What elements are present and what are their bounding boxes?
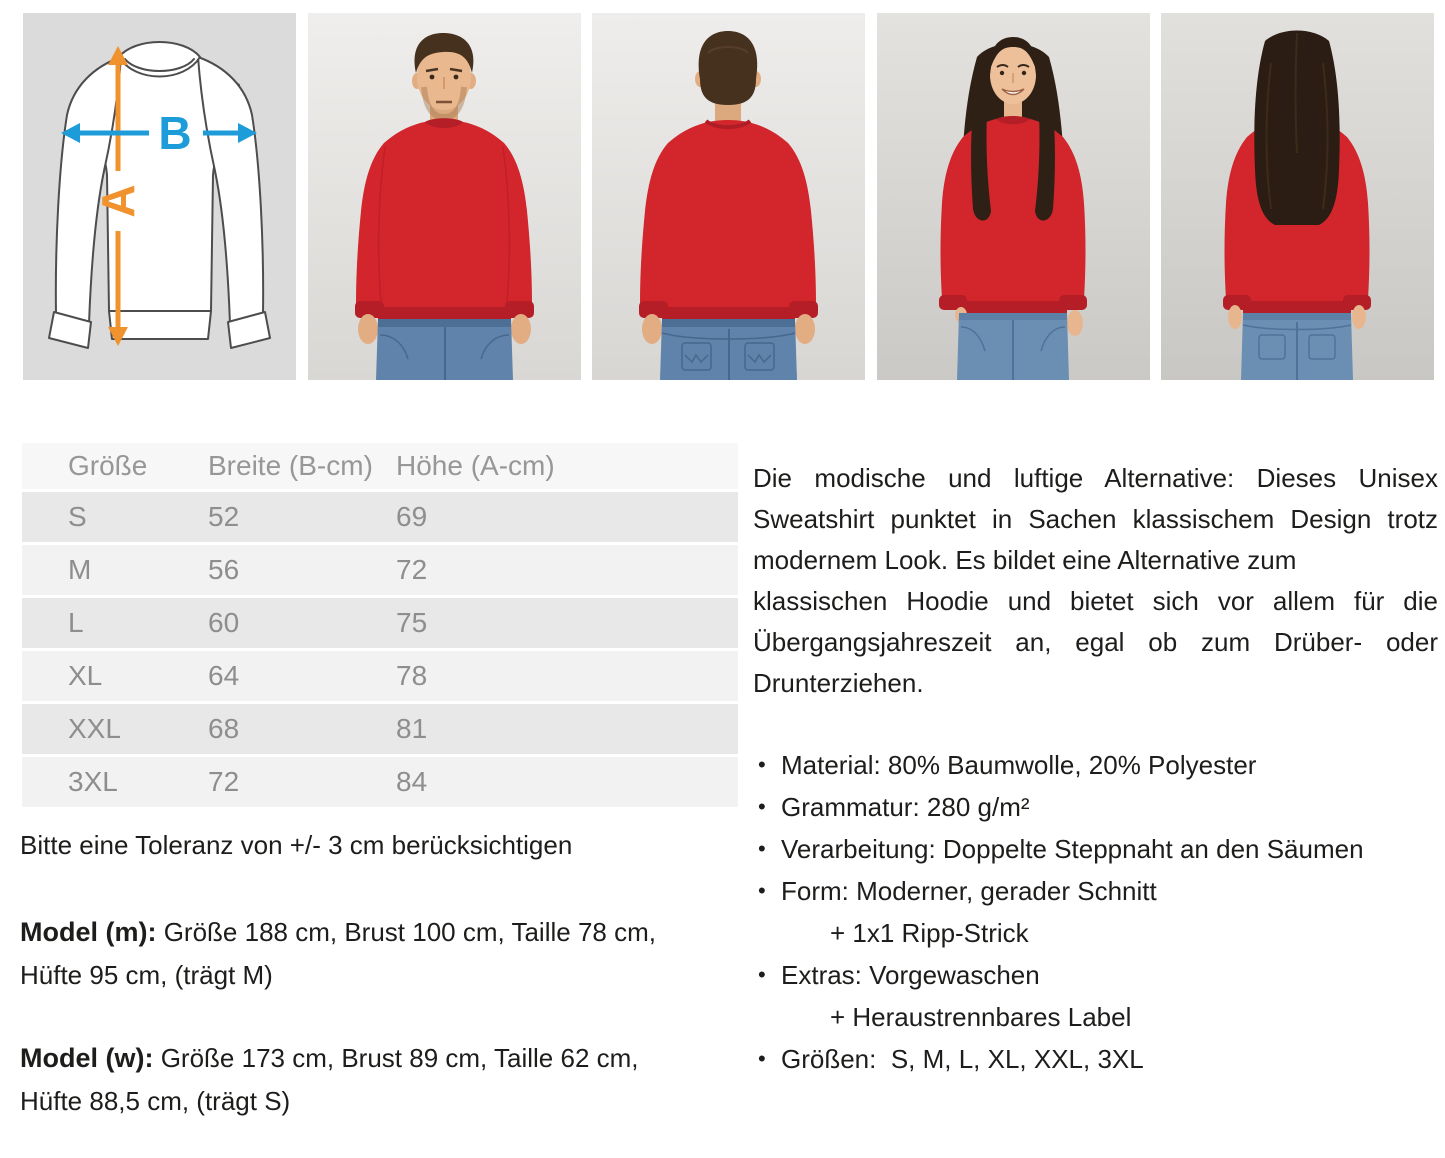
jeans-back [660, 319, 797, 380]
description-line: Drunterziehen. [753, 668, 924, 698]
table-row: XXL 68 81 [22, 704, 738, 754]
diagram-label-b: B [158, 107, 191, 159]
description-line: Die modische und luftige Alternative: Di… [753, 463, 1438, 493]
feature-item-grammatur: • Grammatur: 280 g/m² [753, 786, 1438, 828]
bullet-icon: • [758, 836, 766, 861]
woman-back-illustration [1161, 13, 1434, 380]
feature-item-form-cont: + 1x1 Ripp-Strick [830, 918, 1029, 948]
size-table-header-row: Größe Breite (B-cm) Höhe (A-cm) [22, 443, 738, 489]
feature-item-extras-cont: + Heraustrennbares Label [830, 1002, 1132, 1032]
size-info-column: Größe Breite (B-cm) Höhe (A-cm) S 52 69 … [20, 440, 738, 1123]
description-column: Die modische und luftige Alternative: Di… [753, 440, 1438, 1123]
bullet-icon: • [758, 1046, 766, 1071]
col-header-width: Breite (B-cm) [207, 443, 395, 489]
width-arrow-b-icon: B [61, 107, 257, 159]
feature-list: • Material: 80% Baumwolle, 20% Polyester … [753, 744, 1438, 1080]
description-line: klassischen Hoodie und bietet sich vor a… [753, 586, 1438, 616]
jeans-front [375, 319, 513, 380]
man-back-illustration [592, 13, 865, 380]
jeans-back [1241, 313, 1353, 380]
product-image-strip: A B [23, 13, 1434, 380]
feature-item-verarbeitung: • Verarbeitung: Doppelte Steppnaht an den… [753, 828, 1438, 870]
col-header-height: Höhe (A-cm) [395, 443, 738, 489]
table-row: XL 64 78 [22, 651, 738, 701]
photo-man-front[interactable] [307, 13, 581, 380]
photo-woman-front[interactable] [876, 13, 1150, 380]
description-line: Übergangsjahreszeit an, egal ob zum Drüb… [753, 627, 1438, 657]
diagram-label-a: A [92, 184, 144, 217]
bullet-icon: • [758, 794, 766, 819]
feature-item-groessen: • Größen: S, M, L, XL, XXL, 3XL [753, 1038, 1438, 1080]
photo-woman-back[interactable] [1161, 13, 1434, 380]
sweatshirt-outline-diagram: A B [23, 13, 296, 380]
model-m-note: Model (m): Größe 188 cm, Brust 100 cm, T… [20, 917, 656, 990]
size-table: Größe Breite (B-cm) Höhe (A-cm) S 52 69 … [22, 440, 738, 810]
model-m-label: Model (m): [20, 917, 157, 947]
description-line: Sweatshirt punktet in Sachen klassischem… [753, 504, 1438, 534]
table-row: L 60 75 [22, 598, 738, 648]
feature-item-form: • Form: Moderner, gerader Schnitt [753, 870, 1438, 912]
sweatshirt-front [938, 116, 1087, 314]
product-details: Größe Breite (B-cm) Höhe (A-cm) S 52 69 … [0, 440, 1445, 1123]
table-row: S 52 69 [22, 492, 738, 542]
sweatshirt-back [639, 119, 818, 321]
description-line: modernem Look. Es bildet eine Alternativ… [753, 545, 1297, 575]
bullet-icon: • [758, 962, 766, 987]
feature-item-material: • Material: 80% Baumwolle, 20% Polyester [753, 744, 1438, 786]
height-arrow-a-icon: A [92, 46, 144, 346]
tolerance-note: Bitte eine Toleranz von +/- 3 cm berücks… [20, 830, 573, 860]
model-w-note: Model (w): Größe 173 cm, Brust 89 cm, Ta… [20, 1043, 639, 1116]
bullet-icon: • [758, 752, 766, 777]
man-front-illustration [307, 13, 581, 380]
size-diagram-tile[interactable]: A B [23, 13, 296, 380]
photo-man-back[interactable] [592, 13, 865, 380]
woman-front-illustration [876, 13, 1150, 380]
sweatshirt-front [354, 118, 534, 321]
product-description: Die modische und luftige Alternative: Di… [753, 458, 1438, 704]
feature-item-extras: • Extras: Vorgewaschen [753, 954, 1438, 996]
table-row: M 56 72 [22, 545, 738, 595]
model-w-label: Model (w): [20, 1043, 154, 1073]
col-header-size: Größe [22, 443, 207, 489]
table-row: 3XL 72 84 [22, 757, 738, 807]
jeans-front [956, 313, 1069, 380]
bullet-icon: • [758, 878, 766, 903]
